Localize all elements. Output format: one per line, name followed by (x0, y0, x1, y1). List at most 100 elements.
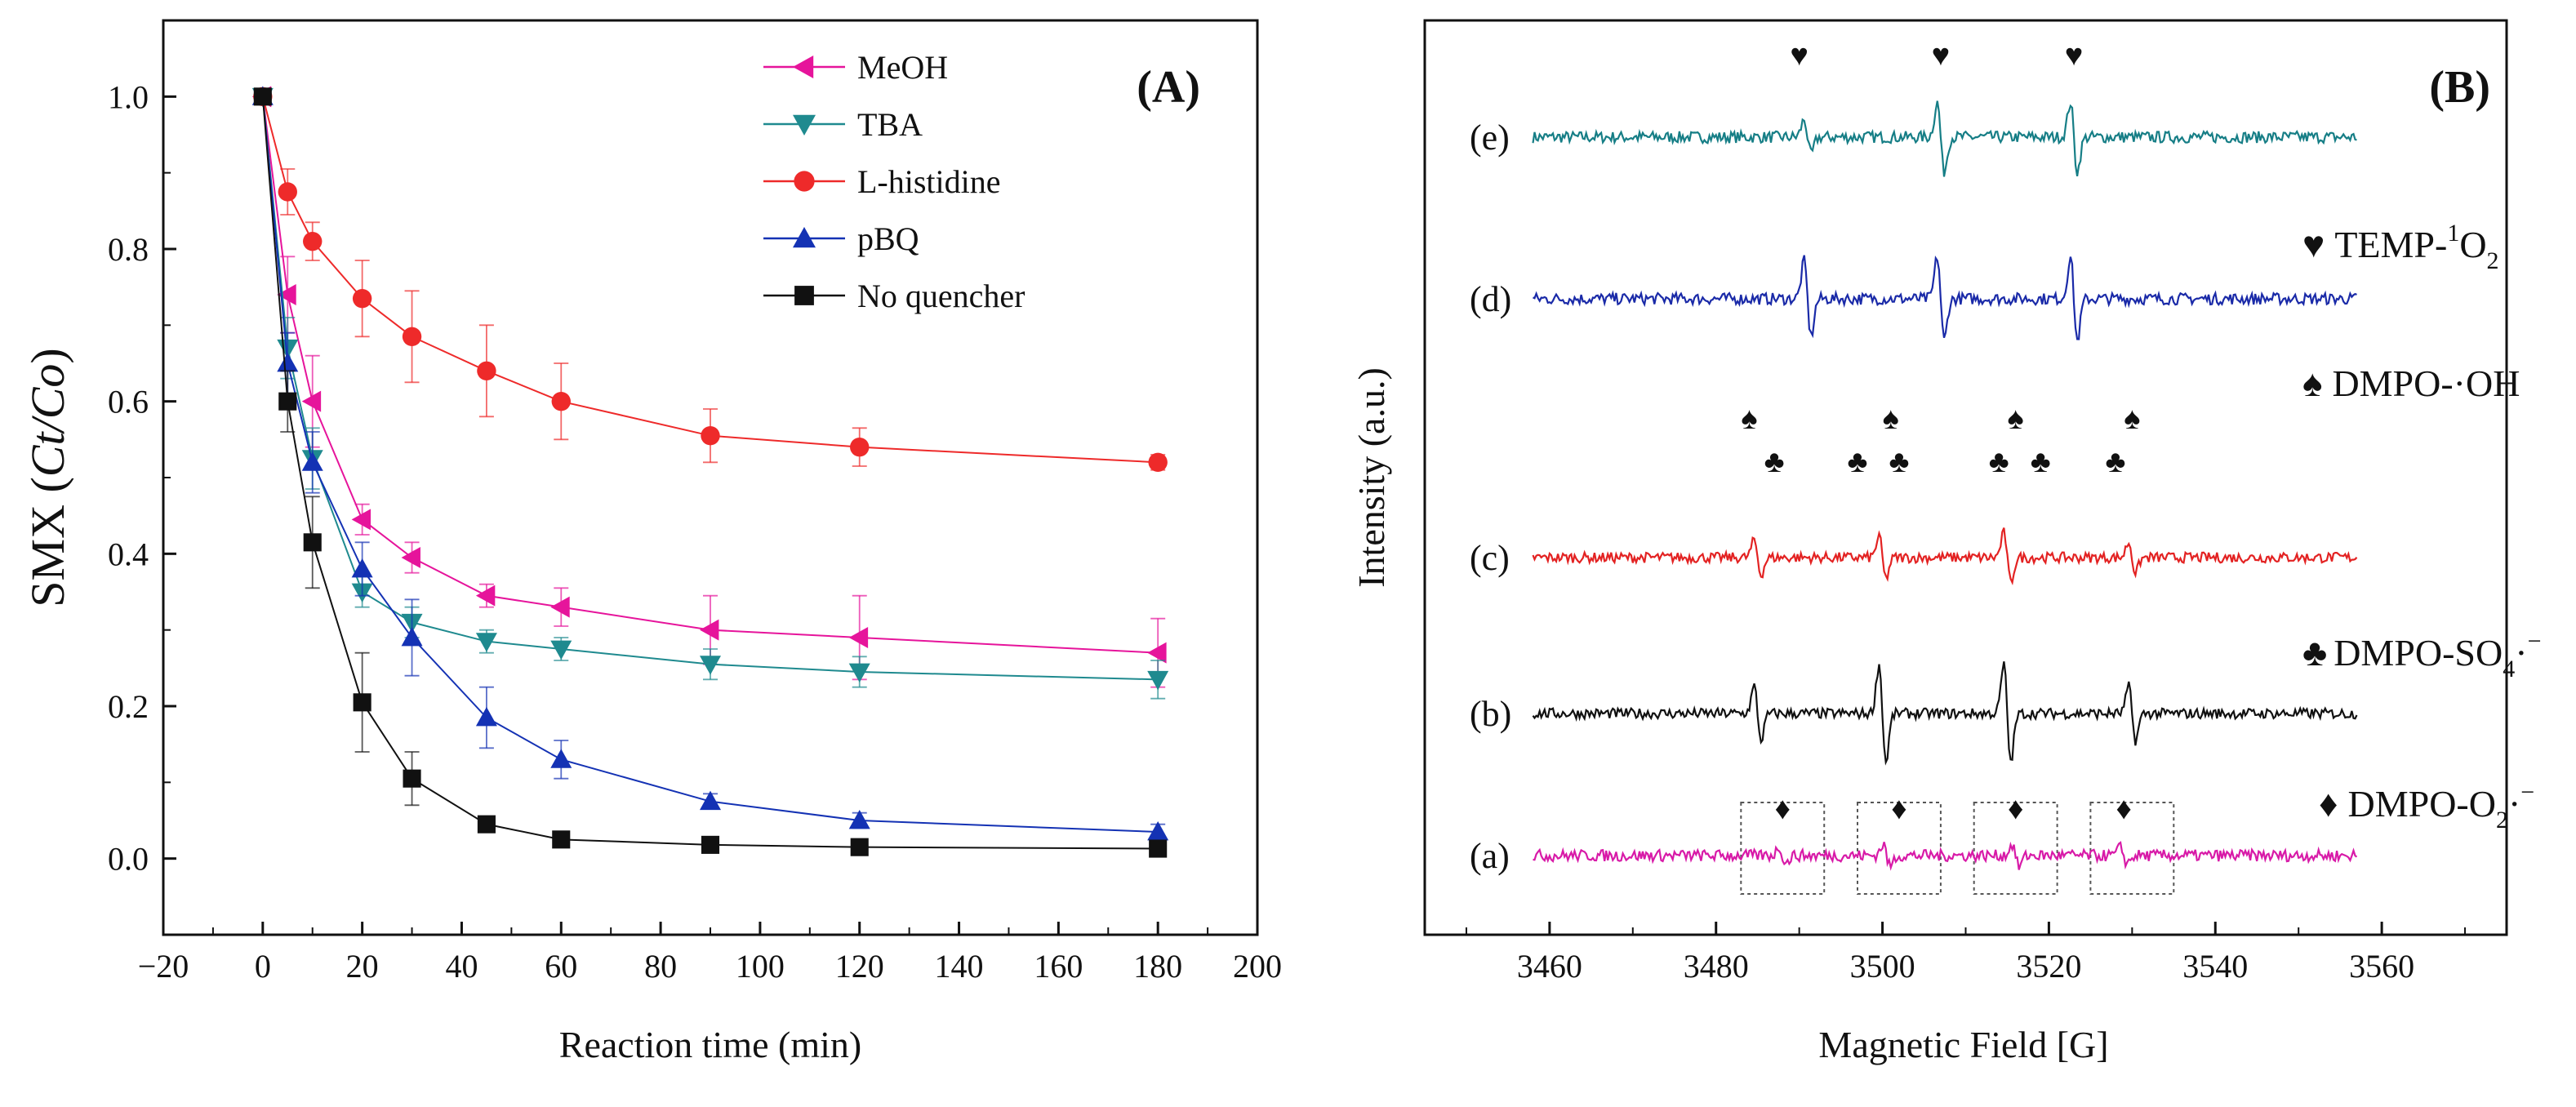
y-tick-label-a: 1.0 (108, 78, 149, 115)
axes-a: −20 0 20 40 60 80 100 120 140 160 180 200 0.0 0.2 0.4 0… (108, 20, 1282, 985)
data-point-pbq (401, 627, 423, 647)
spectrum-c: (c) (1470, 527, 2358, 585)
data-point-meoh (351, 509, 371, 531)
data-point-l-histidine (303, 231, 323, 251)
data-point-tba (550, 640, 572, 660)
y-tick-label-a: 0.6 (108, 384, 149, 420)
x-tick-label-a: 160 (1034, 948, 1083, 985)
legend-so4-symbol: ♣ (2302, 632, 2327, 674)
y-axis-label-b: Intensity (a.u.) (1350, 367, 1392, 588)
club-symbol: ♣ (1764, 445, 1785, 479)
legend-dmpo-oh: ♠ DMPO-·OH (2302, 362, 2520, 404)
panel-label-a: (A) (1137, 62, 1200, 113)
data-point-meoh (277, 284, 296, 305)
y-tick-label-a: 0.0 (108, 841, 149, 878)
y-axis-label-a: SMX (Ct/Co) (21, 348, 74, 607)
diamond-symbol: ♦ (2116, 792, 2131, 826)
x-tick-label-a: 200 (1233, 948, 1282, 985)
dotted-box (1857, 802, 1942, 895)
dotted-box (1973, 802, 2058, 895)
spectrum-label: (d) (1470, 279, 1511, 319)
data-point-tba (475, 633, 497, 652)
spade-symbol: ♠ (1883, 402, 1899, 436)
series-no-quencher (253, 87, 1168, 858)
data-point-pbq (277, 353, 299, 372)
legend-temp-text: TEMP- (2334, 224, 2447, 265)
legend-marker-pbq (793, 227, 816, 248)
club-symbol: ♣ (2031, 445, 2051, 479)
spectra-group: (e) (d) (c) (b) (a) (1470, 100, 2358, 876)
spectrum-label: (b) (1470, 694, 1511, 734)
data-point-no-quencher (278, 392, 297, 411)
data-point-tba (700, 656, 721, 675)
x-tick-label-a: 140 (935, 948, 984, 985)
legend-so4-tail: · (2515, 632, 2527, 674)
x-tick-label-a: 120 (835, 948, 884, 985)
club-symbol: ♣ (1989, 445, 2009, 479)
data-point-pbq (550, 749, 572, 768)
series-pbq (251, 86, 1169, 841)
data-point-meoh (848, 627, 869, 648)
club-symbol: ♣ (1848, 445, 1868, 479)
legend-a: MeOH TBA L-histidine pBQ No quencher (763, 49, 1025, 314)
y-tick-label-a: 0.4 (108, 536, 149, 572)
legend-temp-sub: 2 (2487, 247, 2499, 274)
legend-oh-symbol: ♠ (2302, 362, 2322, 404)
data-point-meoh (475, 585, 496, 607)
legend-o2-tail: · (2508, 783, 2520, 825)
spectrum-trace (1533, 255, 2357, 340)
club-symbol: ♣ (1889, 445, 1909, 479)
series-meoh (251, 86, 1167, 688)
diamond-symbol: ♦ (1891, 792, 1906, 826)
data-point-pbq (700, 790, 721, 811)
heart-symbol: ♥ (1932, 38, 1951, 73)
legend-so4-sup: − (2528, 628, 2542, 655)
panel-a: −20 0 20 40 60 80 100 120 140 160 180 200 0.0 0.2 0.4 0… (21, 19, 1282, 1065)
spade-symbol: ♠ (2008, 402, 2024, 436)
y-axis-label-italic: Ct/Co (21, 364, 74, 478)
dotted-boxes (1740, 802, 2175, 895)
diamond-symbol: ♦ (2008, 792, 2023, 826)
data-point-no-quencher (403, 769, 421, 788)
x-tick-label-b: 3500 (1850, 948, 1915, 985)
data-point-no-quencher (1149, 839, 1168, 858)
spectrum-b: (b) (1470, 661, 2358, 766)
series-line-pbq (261, 96, 1159, 833)
y-axis-label-prefix: SMX ( (21, 477, 74, 607)
y-axis-label-suffix: ) (21, 348, 74, 363)
x-axis-label-b: Magnetic Field [G] (1818, 1024, 2108, 1065)
x-tick-label-a: 40 (445, 948, 478, 985)
spectrum-trace (1533, 841, 2358, 871)
data-point-no-quencher (253, 87, 272, 106)
data-point-tba (1147, 670, 1169, 691)
legend-o2-sup: − (2520, 779, 2534, 806)
legend-dmpo-so4: ♣ DMPO-SO4·− (2302, 628, 2541, 682)
legend-temp-sup: 1 (2447, 220, 2459, 247)
diamond-symbol: ♦ (1775, 792, 1791, 826)
spectrum-trace (1532, 100, 2357, 177)
legend-dmpo-o2: ♦ DMPO-O2·− (2319, 779, 2534, 834)
data-point-l-histidine (1148, 452, 1168, 473)
data-point-meoh (550, 596, 570, 618)
data-point-meoh (401, 547, 420, 568)
x-tick-label-a: 80 (644, 948, 677, 985)
x-tick-label-b: 3540 (2182, 948, 2248, 985)
dotted-box (2089, 802, 2175, 895)
series-line-l-histidine (261, 96, 1159, 464)
data-point-no-quencher (552, 830, 571, 849)
x-tick-label-a: 20 (346, 948, 379, 985)
data-point-l-histidine (402, 327, 422, 347)
x-tick-label-a: −20 (138, 948, 189, 985)
x-tick-label-a: 180 (1133, 948, 1182, 985)
legend-o2-text: DMPO-O (2347, 783, 2495, 825)
legend-label-pbq: pBQ (857, 220, 919, 257)
data-point-l-histidine (551, 391, 571, 411)
y-tick-label-a: 0.2 (108, 688, 149, 725)
data-point-l-histidine (278, 182, 297, 202)
data-point-meoh (700, 619, 719, 641)
data-point-l-histidine (701, 425, 720, 446)
x-tick-label-b: 3560 (2349, 948, 2414, 985)
legend-marker-no-quencher (794, 286, 814, 305)
legend-label-no-quencher: No quencher (857, 278, 1025, 314)
